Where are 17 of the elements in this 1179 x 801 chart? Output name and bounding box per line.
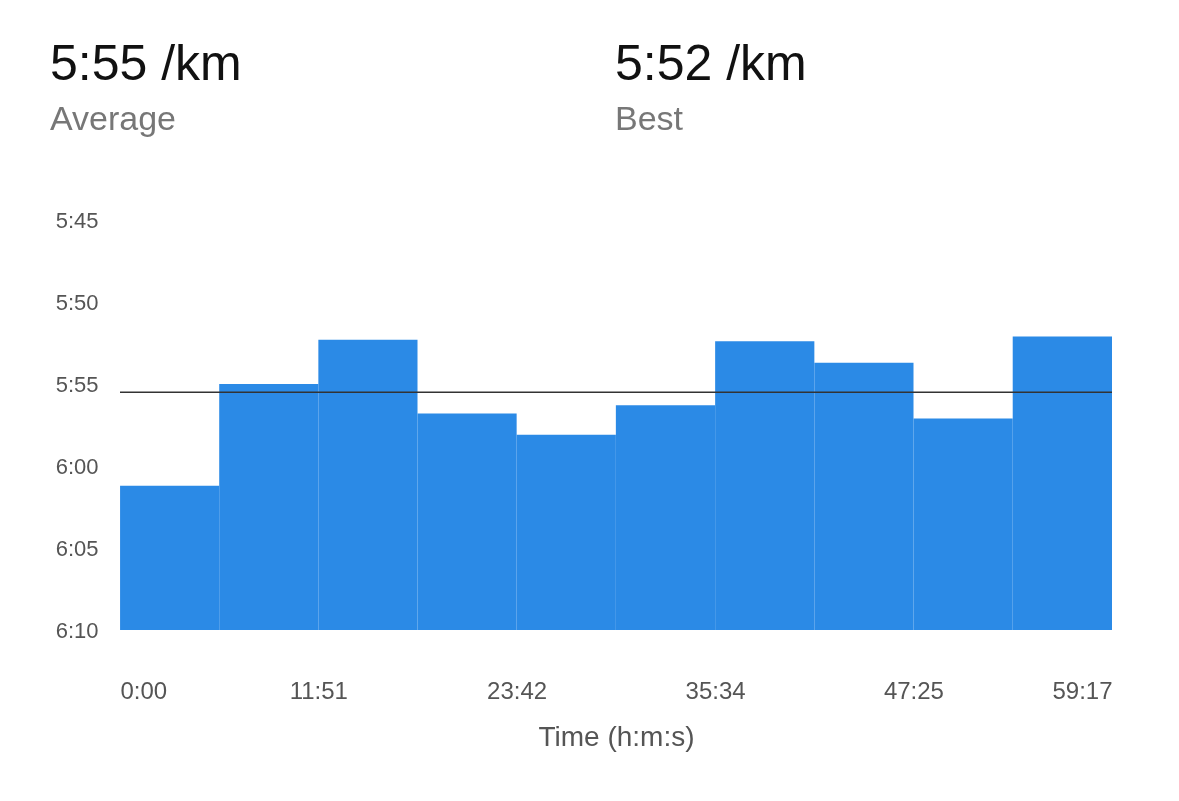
text: Average	[50, 99, 177, 137]
text: 5:52 /km	[615, 35, 807, 91]
x-tick-label: 47:25	[883, 676, 944, 704]
x-tick-label: 35:34	[685, 676, 746, 704]
y-tick-label: 6:00	[55, 453, 99, 479]
y-tick-label: 6:05	[55, 535, 99, 561]
x-tick-label: 0:00	[120, 676, 168, 704]
text: Best	[615, 99, 684, 137]
x-tick-label: 23:42	[487, 676, 548, 704]
x-tick-label: 59:17	[1052, 676, 1113, 704]
y-tick-label: 5:55	[55, 371, 99, 397]
y-tick-label: 5:45	[55, 207, 99, 233]
y-tick-label: 6:10	[55, 617, 99, 643]
x-axis-title: Time (h:m:s)	[538, 720, 695, 752]
x-tick-label: 11:51	[289, 676, 348, 704]
y-tick-label: 5:50	[55, 289, 99, 315]
text: 5:55 /km	[50, 35, 242, 91]
